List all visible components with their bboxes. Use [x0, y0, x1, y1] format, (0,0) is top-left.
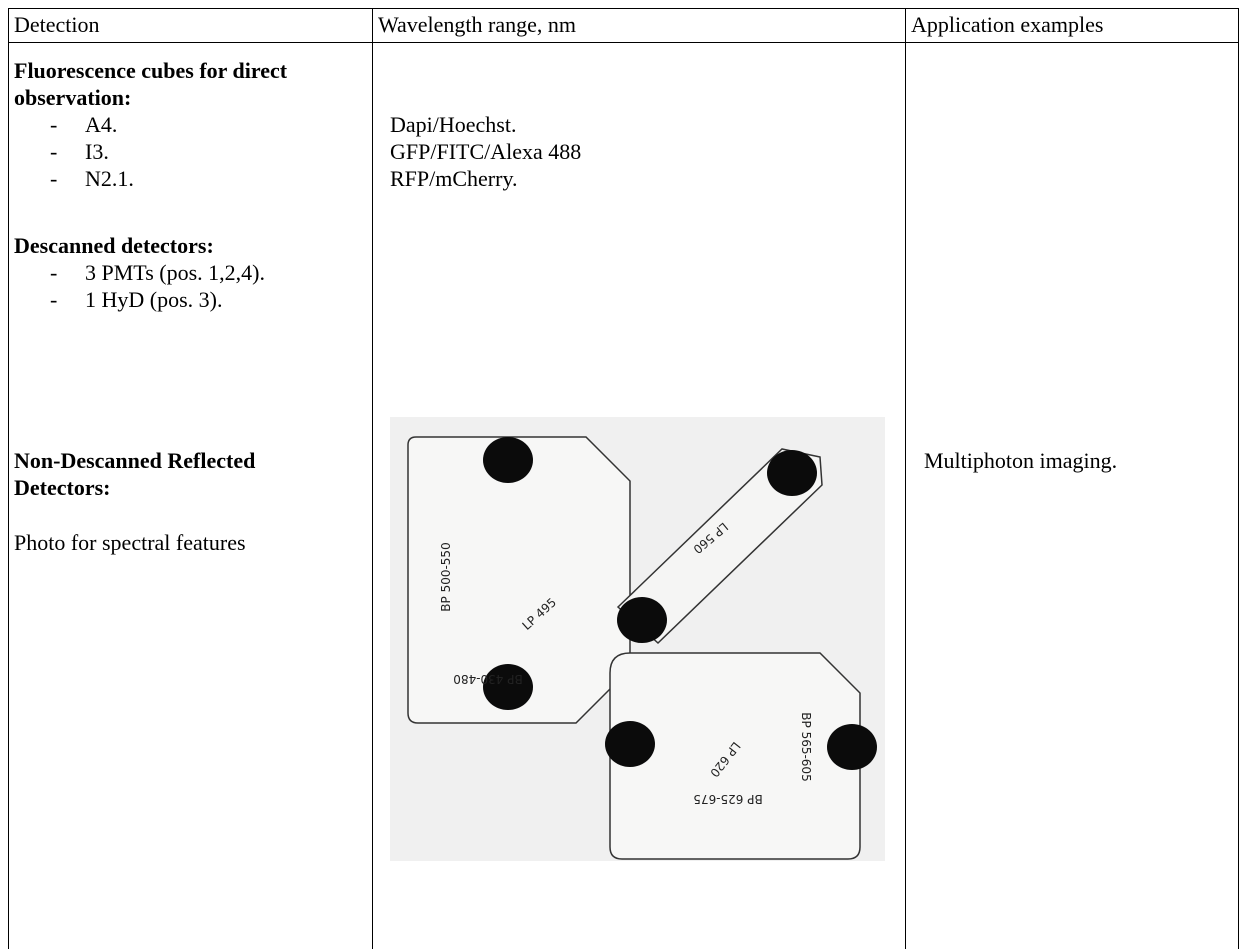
list-item: N2.1.: [50, 165, 265, 192]
range: GFP/FITC/Alexa 488: [390, 139, 582, 164]
knob: [483, 664, 533, 710]
table-border: [1238, 8, 1239, 949]
list-item: I3.: [50, 138, 265, 165]
section-title: Fluorescence cubes for direct observatio…: [14, 58, 288, 110]
section-title: Descanned detectors:: [14, 233, 214, 258]
table-border: [8, 8, 1239, 9]
list-item: 1 HyD (pos. 3).: [50, 286, 265, 313]
knobs: [483, 437, 877, 770]
application: Multiphoton imaging.: [924, 448, 1118, 473]
photo-label: BP 500-550: [439, 542, 453, 611]
photo-label: BP 625-675: [693, 792, 762, 806]
list-item: A4.: [50, 111, 265, 138]
list: A4.I3.N2.1.: [50, 111, 265, 192]
list: Dapi/Hoechst. GFP/FITC/Alexa 488 RFP/mCher…: [390, 111, 581, 192]
list: 3 PMTs (pos. 1,2,4).1 HyD (pos. 3).: [50, 259, 265, 313]
table-border: [372, 8, 373, 949]
section-title: Non-Descanned Reflected Detectors:: [14, 448, 256, 500]
header-cell: Wavelength range, nm: [378, 12, 576, 37]
header-cell: Application examples: [911, 12, 1104, 37]
table-border: [8, 8, 9, 949]
knob: [827, 724, 877, 770]
range: Dapi/Hoechst.: [390, 112, 517, 137]
photo-label: BP 565-605: [799, 712, 813, 781]
table-border: [8, 42, 1239, 43]
photo-label: BP 430-480: [453, 672, 522, 686]
range: RFP/mCherry.: [390, 166, 518, 191]
knob: [483, 437, 533, 483]
list-item: 3 PMTs (pos. 1,2,4).: [50, 259, 265, 286]
filter-plate: [609, 652, 861, 860]
note: Photo for spectral features: [14, 530, 246, 555]
knob: [617, 597, 667, 643]
header-cell: Detection: [14, 12, 100, 37]
table-border: [905, 8, 906, 949]
knob: [767, 450, 817, 496]
knob: [605, 721, 655, 767]
